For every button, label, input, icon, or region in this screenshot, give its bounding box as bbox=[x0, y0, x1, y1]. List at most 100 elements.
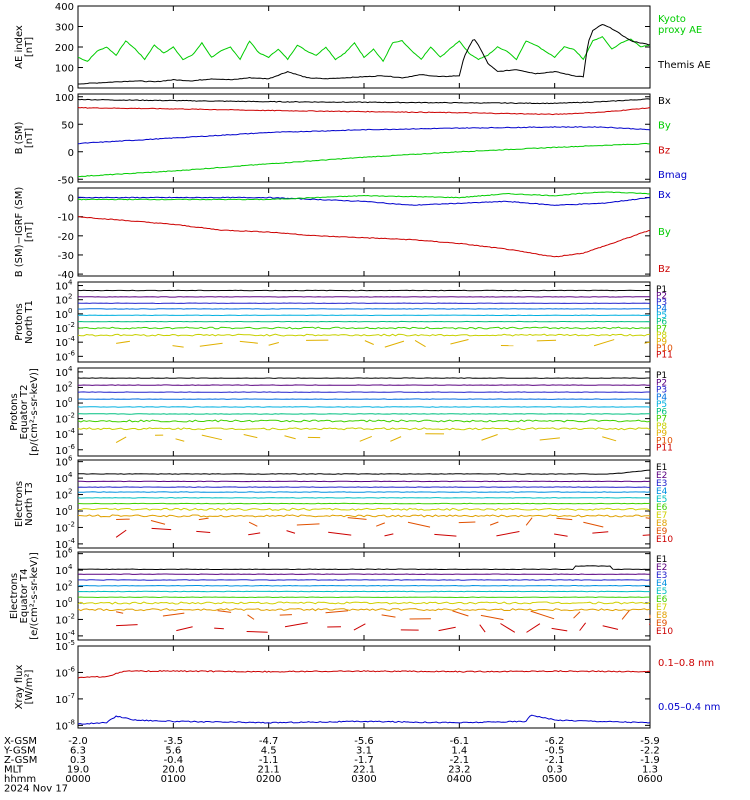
series-segment-e9 bbox=[525, 517, 533, 526]
series-segment-e9 bbox=[458, 521, 476, 524]
x-row-value: 0600 bbox=[637, 774, 662, 785]
series-line-bx bbox=[77, 196, 651, 206]
legend-entry: E2 bbox=[656, 563, 667, 573]
x-row-value: 21.1 bbox=[258, 765, 280, 776]
y-tick-label: 200 bbox=[55, 43, 74, 54]
series-segment-p9 bbox=[268, 342, 279, 346]
y-tick-exp: 4 bbox=[68, 365, 73, 373]
series-line-p3 bbox=[77, 302, 651, 305]
y-tick-exp: 4 bbox=[68, 471, 73, 479]
y-tick-exp: 4 bbox=[68, 279, 73, 287]
series-line-p8 bbox=[77, 427, 651, 431]
y-tick-exp: 0 bbox=[68, 307, 72, 315]
series-segment-p9 bbox=[384, 340, 405, 348]
x-row-value: 20.0 bbox=[162, 765, 184, 776]
y-tick-label: 0 bbox=[68, 194, 74, 205]
y-tick-label: -30 bbox=[58, 251, 74, 262]
date-label: 2024 Nov 17 bbox=[4, 784, 68, 795]
y-label-line: [nT] bbox=[24, 222, 35, 242]
series-segment-e9 bbox=[376, 522, 385, 527]
x-row-value: -6.2 bbox=[545, 736, 565, 747]
x-row-value: 0000 bbox=[65, 774, 90, 785]
y-label-line: Protons bbox=[14, 303, 25, 340]
series-segment-e10 bbox=[353, 623, 366, 631]
series-segment-e10 bbox=[214, 627, 224, 630]
series-segment-e9 bbox=[489, 521, 499, 526]
series-line-e2 bbox=[77, 573, 650, 576]
series-line-e6 bbox=[77, 596, 650, 599]
legend-entry: E9 bbox=[656, 527, 668, 537]
y-axis-label: Electrons North T3 bbox=[14, 481, 35, 527]
y-axis-label: Xray flux [W/m²] bbox=[14, 665, 35, 710]
series-segment-p9 bbox=[539, 437, 560, 441]
x-row-value: -5.6 bbox=[354, 736, 374, 747]
series-segment-e10 bbox=[438, 626, 456, 632]
series-line-p8 bbox=[77, 333, 651, 337]
y-tick-exp: -2 bbox=[68, 612, 75, 620]
x-row-value: 23.2 bbox=[448, 765, 470, 776]
y-tick-exp: 2 bbox=[68, 488, 72, 496]
y-tick-exp: -6 bbox=[68, 665, 76, 673]
y-axis-label: AE index [nT] bbox=[14, 25, 35, 69]
series-segment-e10 bbox=[592, 531, 609, 534]
legend-entry: E5 bbox=[656, 587, 667, 597]
series-segment-e10 bbox=[176, 626, 193, 632]
y-tick-exp: -5 bbox=[68, 639, 75, 647]
series-segment-p9 bbox=[390, 436, 402, 442]
legend-entry: P10 bbox=[656, 436, 673, 446]
legend-entry: P3 bbox=[656, 298, 667, 308]
series-line-p6 bbox=[77, 320, 651, 323]
legend-entry: E6 bbox=[656, 503, 668, 513]
x-row-value: 6.3 bbox=[70, 746, 86, 757]
series-segment-p9 bbox=[239, 340, 258, 344]
series-segment-e9 bbox=[325, 610, 349, 614]
x-row-value: 1.4 bbox=[451, 746, 467, 757]
y-tick-label: 400 bbox=[55, 2, 74, 13]
legend-entry: E10 bbox=[656, 535, 673, 545]
x-row-value: -2.2 bbox=[640, 746, 660, 757]
series-segment-p9 bbox=[414, 340, 426, 348]
series-line-e7 bbox=[77, 601, 651, 605]
y-axis-label: Protons Equator T2 [p/(cm²-s-sr-keV)] bbox=[9, 368, 40, 456]
series-line-e1 bbox=[78, 469, 651, 475]
y-axis-label: Electrons Equator T4 [e/(cm²-s-sr-keV)] bbox=[9, 552, 40, 640]
x-row-value: 0500 bbox=[542, 774, 567, 785]
series-segment-e10 bbox=[551, 627, 568, 632]
x-row-value: 5.6 bbox=[165, 746, 181, 757]
y-tick-label: 10 bbox=[55, 458, 68, 469]
y-tick-exp: 6 bbox=[68, 455, 73, 463]
y-tick-label: 10 bbox=[55, 615, 68, 626]
x-row-label: Z-GSM bbox=[4, 755, 37, 766]
y-label-line: Equator T2 bbox=[19, 385, 30, 440]
legend-entry: Bmag bbox=[658, 170, 687, 181]
legend-entry: Kyoto bbox=[658, 14, 686, 25]
x-row-value: -0.4 bbox=[164, 755, 184, 766]
y-label-line: North T3 bbox=[24, 482, 35, 526]
y-tick-exp: -4 bbox=[68, 427, 76, 435]
y-tick-exp: 2 bbox=[68, 380, 72, 388]
legend-entry: E9 bbox=[656, 619, 668, 629]
series-line-p6 bbox=[77, 413, 650, 415]
series-segment-p9 bbox=[481, 433, 498, 441]
y-tick-exp: 0 bbox=[68, 396, 72, 404]
y-tick-exp: 0 bbox=[68, 596, 72, 604]
y-tick-label: 10 bbox=[55, 642, 68, 653]
y-tick-label: -50 bbox=[58, 175, 74, 186]
series-segment-e10 bbox=[246, 630, 268, 633]
x-row-value: 22.1 bbox=[353, 765, 375, 776]
series-segment-e10 bbox=[500, 623, 516, 633]
panel-3: -40 -30 -20 -10 0 B (SM)−IGRF (SM) [nT] Bx By Bz bbox=[14, 187, 671, 281]
y-tick-label: 0 bbox=[68, 148, 74, 159]
y-tick-label: 10 bbox=[55, 415, 68, 426]
x-row-value: -1.9 bbox=[640, 755, 660, 766]
legend-entry: E2 bbox=[656, 471, 667, 481]
series-line-e5 bbox=[77, 590, 650, 593]
y-tick-label: 10 bbox=[55, 368, 68, 379]
series-segment-p9 bbox=[172, 345, 184, 348]
series-line-e8 bbox=[77, 514, 651, 518]
series-line-bmag bbox=[77, 126, 651, 145]
